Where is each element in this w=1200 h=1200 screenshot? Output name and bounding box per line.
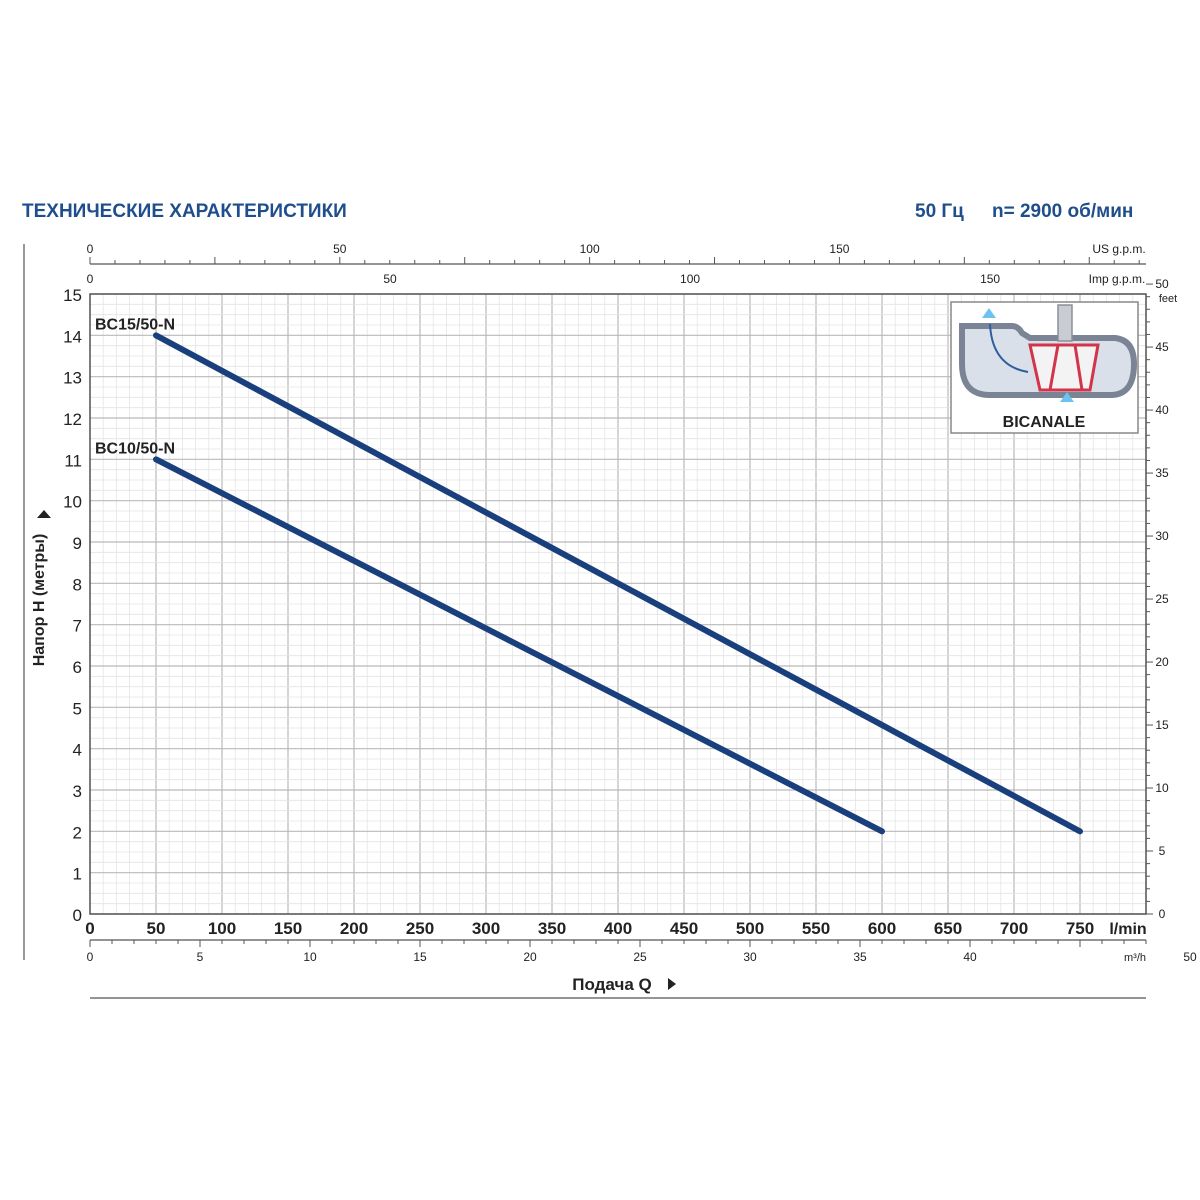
y-axis-title: Напор H (метры) [31, 534, 48, 667]
x-tick-label: 500 [736, 919, 764, 938]
inlet-flow-arrow-icon [1060, 392, 1074, 402]
m3h-tick-label: 50 [1183, 950, 1197, 964]
m3h-tick-label: 15 [413, 950, 427, 964]
imp-gpm-tick-label: 100 [680, 272, 700, 286]
y-tick-label: 15 [63, 286, 82, 305]
y-tick-label: 13 [63, 369, 82, 388]
x-tick-label: 350 [538, 919, 566, 938]
y-axis-title-arrow-icon [37, 510, 51, 518]
chart-series: BC15/50-N BC10/50-N [95, 316, 1083, 835]
feet-tick-label: 50 [1155, 277, 1169, 291]
x-tick-label: 300 [472, 919, 500, 938]
m3h-tick-label: 25 [633, 950, 647, 964]
imp-gpm-tick-label: 50 [383, 272, 397, 286]
series-label-bc15-50-n: BC15/50-N [95, 316, 175, 333]
feet-tick-label: 20 [1155, 655, 1169, 669]
y-tick-label: 7 [73, 617, 82, 636]
y-tick-label: 9 [73, 534, 82, 553]
x-tick-label: 100 [208, 919, 236, 938]
x-tick-label: 750 [1066, 919, 1094, 938]
imp-gpm-tick-label: 0 [87, 272, 94, 286]
flow-path-arrow [989, 323, 1029, 373]
pump-shaft-shape [1057, 304, 1073, 342]
series-line-bc10-50-n [153, 456, 885, 835]
m3h-tick-label: 10 [303, 950, 317, 964]
speed-label: n= 2900 об/мин [992, 201, 1133, 222]
feet-tick-label: 0 [1159, 907, 1166, 921]
us-gpm-tick-label: 50 [333, 242, 347, 256]
series-line-bc15-50-n [153, 332, 1083, 835]
chart-title: ТЕХНИЧЕСКИЕ ХАРАКТЕРИСТИКИ [22, 201, 347, 222]
feet-tick-label: 35 [1155, 466, 1169, 480]
us-gpm-tick-label: 0 [87, 242, 94, 256]
m3h-tick-label: 35 [853, 950, 867, 964]
x-unit-label: l/min [1109, 921, 1146, 938]
y-tick-label: 8 [73, 575, 82, 594]
x-tick-label: 600 [868, 919, 896, 938]
y-tick-label: 5 [73, 699, 82, 718]
feet-tick-label: 5 [1159, 844, 1166, 858]
inset-label: BICANALE [1003, 414, 1086, 431]
y-tick-label: 12 [63, 410, 82, 429]
outlet-flow-arrow-icon [982, 308, 996, 318]
x-tick-label: 250 [406, 919, 434, 938]
impeller-shape [1028, 343, 1100, 392]
feet-unit-label: feet [1159, 293, 1177, 305]
m3h-unit-label: m³/h [1124, 952, 1146, 964]
y-tick-label: 3 [73, 782, 82, 801]
y-tick-label: 1 [73, 865, 82, 884]
x-tick-label: 400 [604, 919, 632, 938]
bicanale-inset: BICANALE [950, 301, 1139, 434]
x-axis-title: Подача Q [572, 975, 651, 994]
feet-tick-label: 25 [1155, 592, 1169, 606]
feet-tick-label: 40 [1155, 403, 1169, 417]
us-gpm-tick-label: 100 [580, 242, 600, 256]
imp-gpm-unit-label: Imp g.p.m. [1089, 272, 1146, 286]
y-tick-label: 4 [73, 741, 82, 760]
us-gpm-tick-label: 150 [829, 242, 849, 256]
impeller-channels-shape [1048, 344, 1084, 391]
feet-tick-label: 10 [1155, 781, 1169, 795]
x-tick-label: 650 [934, 919, 962, 938]
feet-tick-label: 45 [1155, 340, 1169, 354]
x-tick-label: 150 [274, 919, 302, 938]
m3h-tick-label: 5 [197, 950, 204, 964]
frequency-label: 50 Гц [915, 201, 964, 222]
m3h-tick-label: 30 [743, 950, 757, 964]
y-tick-label: 10 [63, 493, 82, 512]
feet-tick-label: 30 [1155, 529, 1169, 543]
y-tick-label: 6 [73, 658, 82, 677]
series-label-bc10-50-n: BC10/50-N [95, 440, 175, 457]
feet-tick-label: 15 [1155, 718, 1169, 732]
y-tick-label: 14 [63, 327, 82, 346]
x-tick-label: 700 [1000, 919, 1028, 938]
x-tick-label: 450 [670, 919, 698, 938]
x-tick-label: 0 [85, 919, 94, 938]
m3h-tick-label: 40 [963, 950, 977, 964]
plot-frame [89, 293, 1147, 915]
y-tick-label: 11 [64, 451, 82, 470]
y-tick-label: 2 [73, 823, 82, 842]
x-tick-label: 200 [340, 919, 368, 938]
y-tick-label: 0 [73, 906, 82, 925]
m3h-tick-label: 0 [87, 950, 94, 964]
us-gpm-unit-label: US g.p.m. [1092, 242, 1145, 256]
x-axis-title-arrow-icon [668, 978, 676, 990]
x-tick-label: 50 [147, 919, 166, 938]
imp-gpm-tick-label: 150 [980, 272, 1000, 286]
m3h-tick-label: 20 [523, 950, 537, 964]
x-tick-label: 550 [802, 919, 830, 938]
